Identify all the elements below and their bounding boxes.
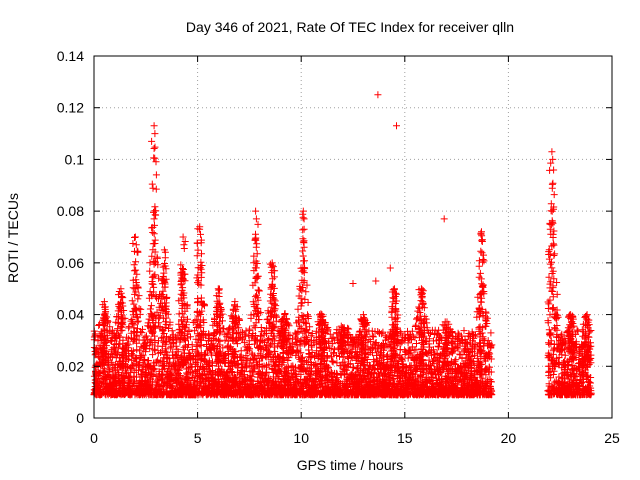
data-point [342, 366, 350, 374]
data-point [487, 329, 495, 337]
data-point [386, 371, 394, 379]
data-point [187, 363, 195, 371]
data-point [477, 298, 485, 306]
data-point [155, 274, 163, 282]
data-point [254, 344, 262, 351]
data-point [242, 362, 250, 370]
data-point [128, 320, 136, 328]
data-point [293, 348, 301, 355]
data-point [294, 305, 302, 313]
data-point [133, 339, 141, 347]
data-point [235, 324, 243, 332]
data-point [118, 326, 126, 334]
data-point [473, 313, 481, 321]
data-point [298, 312, 306, 319]
data-point [134, 317, 142, 325]
data-point [151, 203, 159, 211]
data-point [413, 340, 420, 347]
data-point [209, 321, 217, 329]
data-point [329, 340, 337, 348]
data-point [150, 215, 158, 223]
data-point [224, 342, 232, 350]
data-point [250, 259, 258, 267]
data-point [157, 306, 165, 314]
grid-lines [94, 56, 612, 418]
data-point [153, 253, 161, 261]
data-point [137, 305, 145, 313]
data-point [94, 374, 102, 382]
data-point [308, 330, 316, 337]
data-point [399, 357, 406, 365]
data-point [175, 310, 183, 318]
data-point [194, 264, 202, 272]
data-point [143, 332, 150, 340]
data-point [146, 305, 154, 313]
data-point [146, 267, 154, 275]
data-point [132, 258, 140, 266]
data-point [151, 236, 159, 244]
data-point [331, 346, 338, 354]
data-point [326, 330, 334, 338]
data-point [112, 318, 120, 326]
data-point [405, 350, 413, 358]
data-point [427, 369, 435, 377]
data-point [128, 356, 136, 364]
data-point [482, 316, 490, 324]
data-point [135, 292, 143, 300]
data-point [309, 377, 317, 385]
data-point [195, 373, 203, 381]
chart-title: Day 346 of 2021, Rate Of TEC Index for r… [186, 19, 514, 35]
data-point [476, 269, 484, 277]
data-point [412, 321, 420, 329]
data-point [149, 351, 157, 359]
data-point [404, 327, 411, 335]
data-point [367, 344, 375, 352]
data-point [299, 315, 307, 323]
data-point [129, 284, 137, 292]
data-point [396, 346, 404, 353]
data-point [154, 342, 162, 350]
data-point [414, 314, 422, 322]
data-point [216, 337, 224, 345]
data-point [329, 358, 337, 366]
data-point [483, 314, 491, 322]
data-point [304, 311, 311, 319]
data-point [255, 287, 263, 295]
data-point [168, 327, 176, 335]
data-point [307, 359, 315, 366]
data-point [330, 349, 338, 357]
data-point [197, 265, 205, 273]
data-point [219, 344, 227, 352]
data-point [215, 362, 222, 370]
data-point [237, 347, 245, 355]
data-point [128, 297, 136, 305]
data-points [90, 91, 595, 399]
data-point [258, 328, 266, 336]
data-point [302, 288, 310, 296]
data-point [193, 316, 201, 324]
data-point [328, 357, 336, 365]
data-point [304, 299, 312, 306]
data-point [352, 365, 360, 372]
data-point [173, 366, 181, 374]
data-point [131, 377, 138, 385]
data-point [380, 346, 387, 354]
data-point [230, 372, 238, 380]
data-point [369, 333, 377, 341]
data-point [313, 347, 321, 355]
data-point [147, 302, 155, 310]
data-point [393, 314, 401, 322]
data-point [141, 336, 149, 344]
